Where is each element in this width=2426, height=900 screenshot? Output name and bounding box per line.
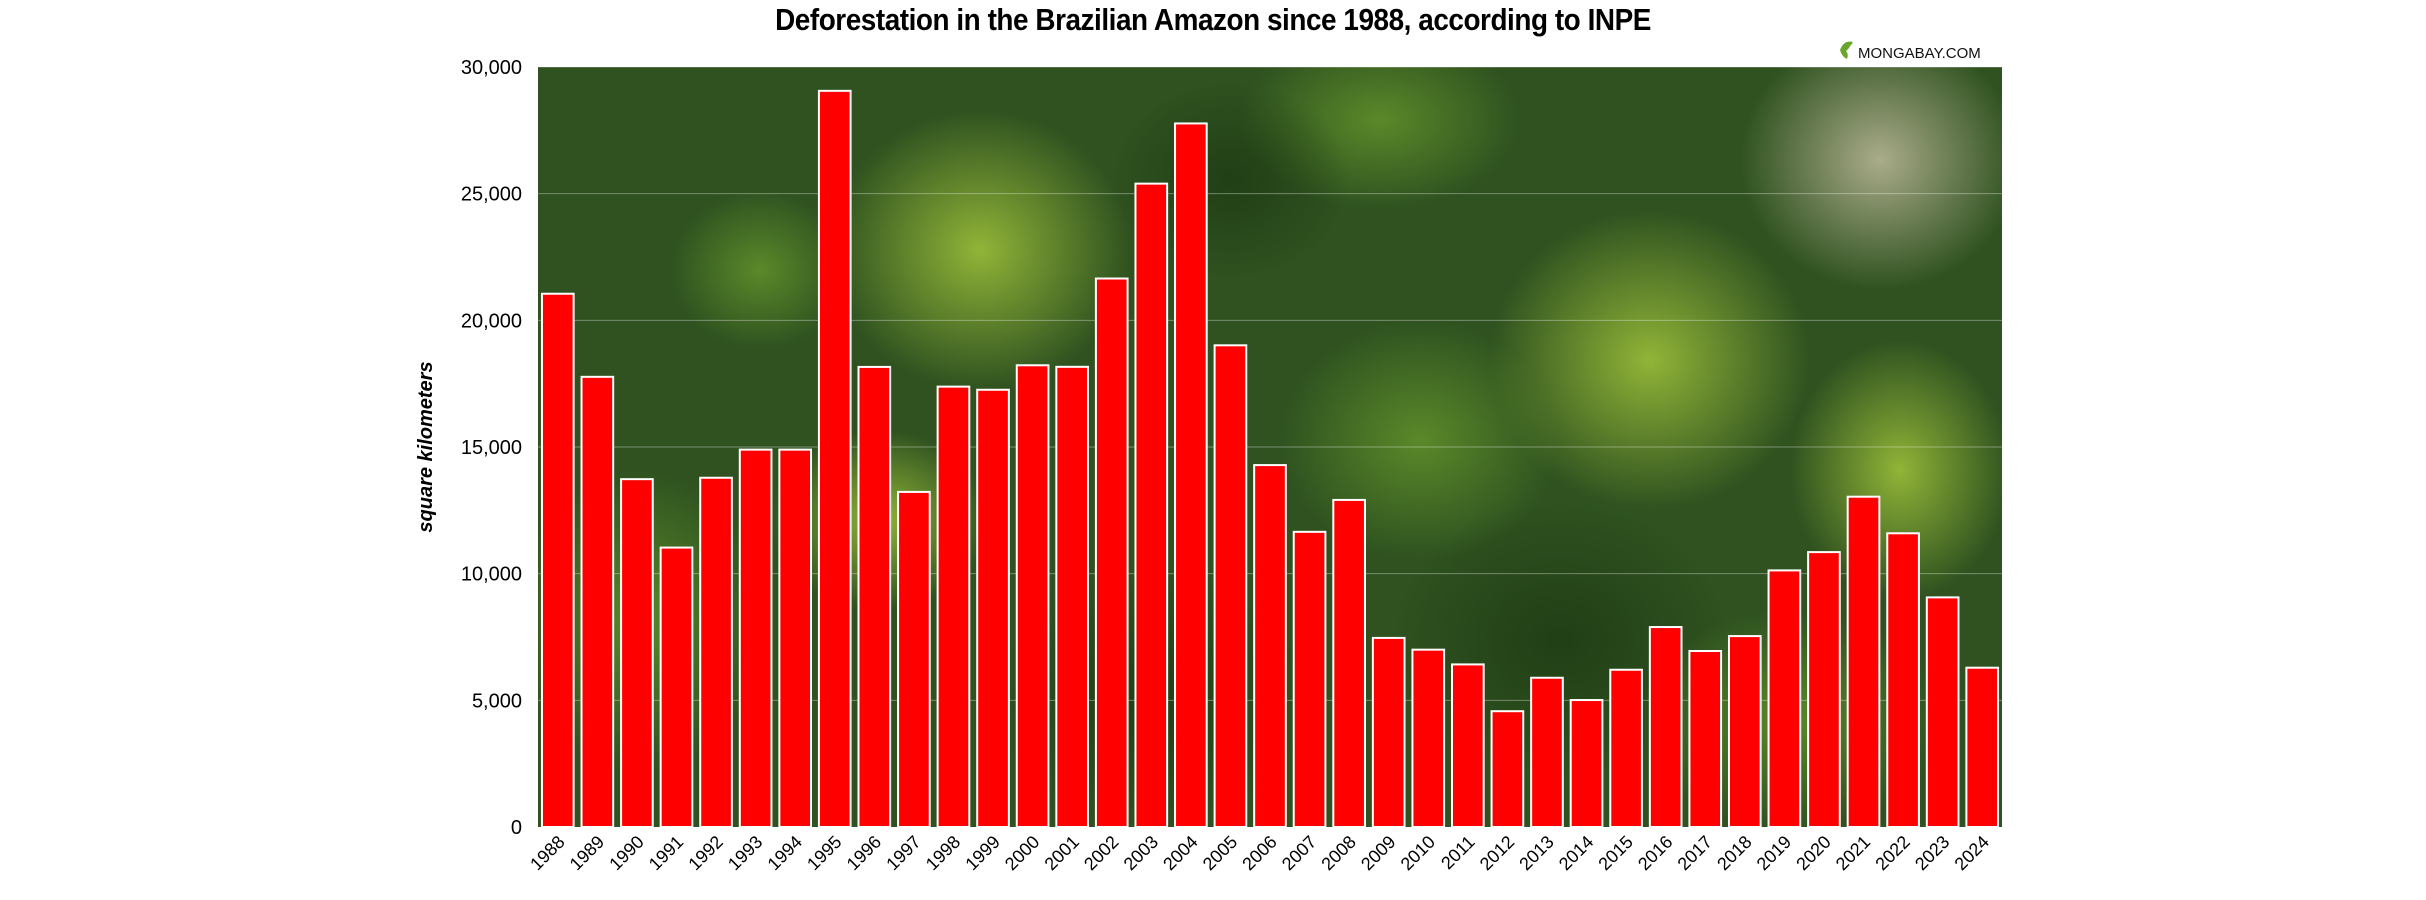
x-tick-label: 2021 [1832,832,1874,874]
x-tick-label: 2005 [1199,832,1241,874]
x-tick-label: 2010 [1397,832,1439,874]
y-tick-label: 25,000 [461,184,522,206]
bar-1994 [778,448,813,828]
bar-1996 [857,365,892,828]
y-axis-ticks: 0 5,000 10,000 15,000 20,000 25,000 30,000 [461,57,522,839]
x-tick-label: 2002 [1080,832,1122,874]
bar-1995 [817,89,852,828]
bar-2022 [1886,532,1920,828]
x-tick-label: 2001 [1041,832,1083,874]
y-tick-label: 5,000 [472,690,522,712]
x-tick-label: 2013 [1515,832,1557,874]
x-tick-label: 2008 [1318,832,1360,874]
x-tick-label: 1989 [566,832,608,874]
bar-2014 [1569,699,1604,829]
x-tick-label: 2016 [1634,832,1676,874]
x-tick-label: 1993 [724,832,766,874]
credit: MONGABAY.COM [1840,41,1981,62]
x-tick-label: 1990 [605,832,647,874]
x-tick-label: 2012 [1476,832,1518,874]
bar-1997 [897,490,931,828]
x-tick-label: 1992 [684,832,726,874]
x-tick-label: 2004 [1159,832,1201,874]
bar-2003 [1134,182,1169,829]
bar-2004 [1174,122,1208,828]
bar-2006 [1253,464,1287,828]
y-tick-label: 30,000 [461,57,522,79]
bar-1993 [738,448,773,828]
bar-2018 [1727,635,1762,829]
bar-2013 [1530,676,1564,829]
bar-1988 [540,292,575,828]
x-tick-label: 2017 [1674,832,1716,874]
chart-title: Deforestation in the Brazilian Amazon si… [775,2,1651,37]
y-tick-label: 20,000 [461,310,522,332]
bar-2000 [1015,364,1050,828]
x-tick-label: 2019 [1753,832,1795,874]
x-tick-label: 2006 [1238,832,1280,874]
bar-1990 [620,478,654,828]
x-tick-label: 1998 [922,832,964,874]
x-tick-label: 2014 [1555,832,1597,874]
bar-1999 [976,388,1010,828]
bar-2007 [1292,530,1327,828]
x-tick-label: 1997 [882,832,924,874]
bar-1989 [580,375,615,828]
y-tick-label: 10,000 [461,564,522,586]
x-tick-label: 1994 [764,832,806,874]
y-tick-label: 0 [511,817,522,839]
bar-2023 [1925,596,1960,828]
bar-2021 [1846,495,1881,828]
x-tick-label: 2015 [1594,832,1636,874]
x-tick-label: 2020 [1792,832,1834,874]
x-tick-label: 1996 [843,832,885,874]
bar-2005 [1213,344,1248,828]
x-axis-ticks: 1988198919901991199219931994199519961997… [526,832,1993,874]
bars [540,89,2000,829]
x-tick-label: 2009 [1357,832,1399,874]
bar-2002 [1094,277,1129,828]
x-tick-label: 2007 [1278,832,1320,874]
x-tick-label: 2011 [1437,832,1479,874]
bar-2020 [1807,551,1841,828]
bar-2016 [1648,626,1683,828]
bar-2008 [1332,498,1366,828]
x-tick-label: 2023 [1911,832,1953,874]
frog-logo-icon [1840,41,1853,59]
bar-2009 [1371,636,1406,828]
bar-2001 [1055,365,1089,828]
bar-1998 [936,385,971,828]
y-tick-label: 15,000 [461,437,522,459]
x-tick-label: 1999 [961,832,1003,874]
x-tick-label: 2003 [1120,832,1162,874]
y-axis-label: square kilometers [415,361,437,532]
bar-2019 [1767,569,1802,828]
bar-2017 [1688,650,1723,828]
bar-2010 [1411,648,1446,829]
x-tick-label: 2018 [1713,832,1755,874]
x-tick-label: 1995 [803,832,845,874]
bar-2015 [1609,668,1643,828]
x-tick-label: 1991 [645,832,687,874]
bar-2011 [1451,663,1485,828]
x-tick-label: 2000 [1001,832,1043,874]
bar-1991 [659,546,694,828]
x-tick-label: 1988 [526,832,568,874]
x-tick-label: 2024 [1951,832,1993,874]
x-tick-label: 2022 [1871,832,1913,874]
bar-1992 [699,476,733,828]
bar-2012 [1490,710,1525,829]
bar-2024 [1965,666,2000,828]
credit-text: MONGABAY.COM [1858,45,1981,62]
